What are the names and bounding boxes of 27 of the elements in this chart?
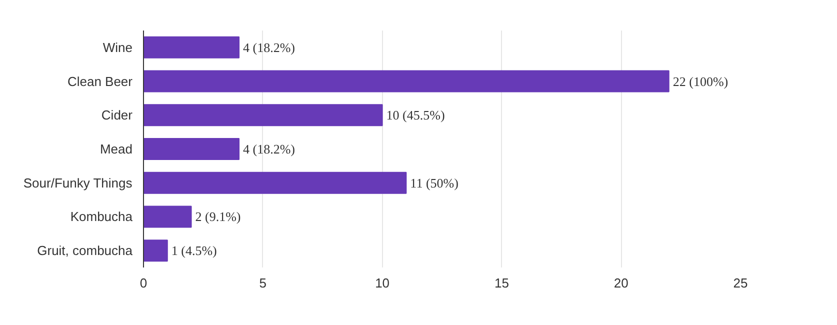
y-tick-label: Clean Beer	[67, 74, 134, 89]
y-tick-label: Sour/Funky Things	[23, 175, 133, 190]
bar	[144, 138, 240, 160]
y-tick-label: Cider	[101, 108, 134, 123]
bar	[144, 104, 383, 126]
data-label: 22 (100%)	[672, 74, 728, 89]
bar	[144, 206, 192, 228]
x-tick-label: 25	[733, 276, 748, 290]
x-tick-label: 15	[494, 276, 509, 290]
bar	[144, 36, 240, 58]
data-label: 4 (18.2%)	[243, 40, 296, 55]
x-tick-label: 10	[375, 276, 390, 290]
bar	[144, 70, 670, 92]
x-tick-label: 20	[614, 276, 628, 290]
bar	[144, 240, 168, 262]
data-label: 2 (9.1%)	[195, 209, 241, 224]
data-label: 4 (18.2%)	[243, 142, 296, 156]
data-label: 1 (4.5%)	[171, 243, 217, 258]
data-label: 11 (50%)	[410, 175, 458, 190]
y-tick-label: Kombucha	[70, 209, 134, 224]
y-tick-label: Mead	[100, 142, 133, 156]
y-tick-label: Gruit, combucha	[37, 243, 134, 258]
bar	[144, 172, 407, 194]
y-tick-label: Wine	[102, 40, 133, 55]
x-tick-label: 5	[259, 276, 267, 290]
data-label: 10 (45.5%)	[386, 108, 445, 123]
x-tick-label: 0	[140, 276, 148, 290]
